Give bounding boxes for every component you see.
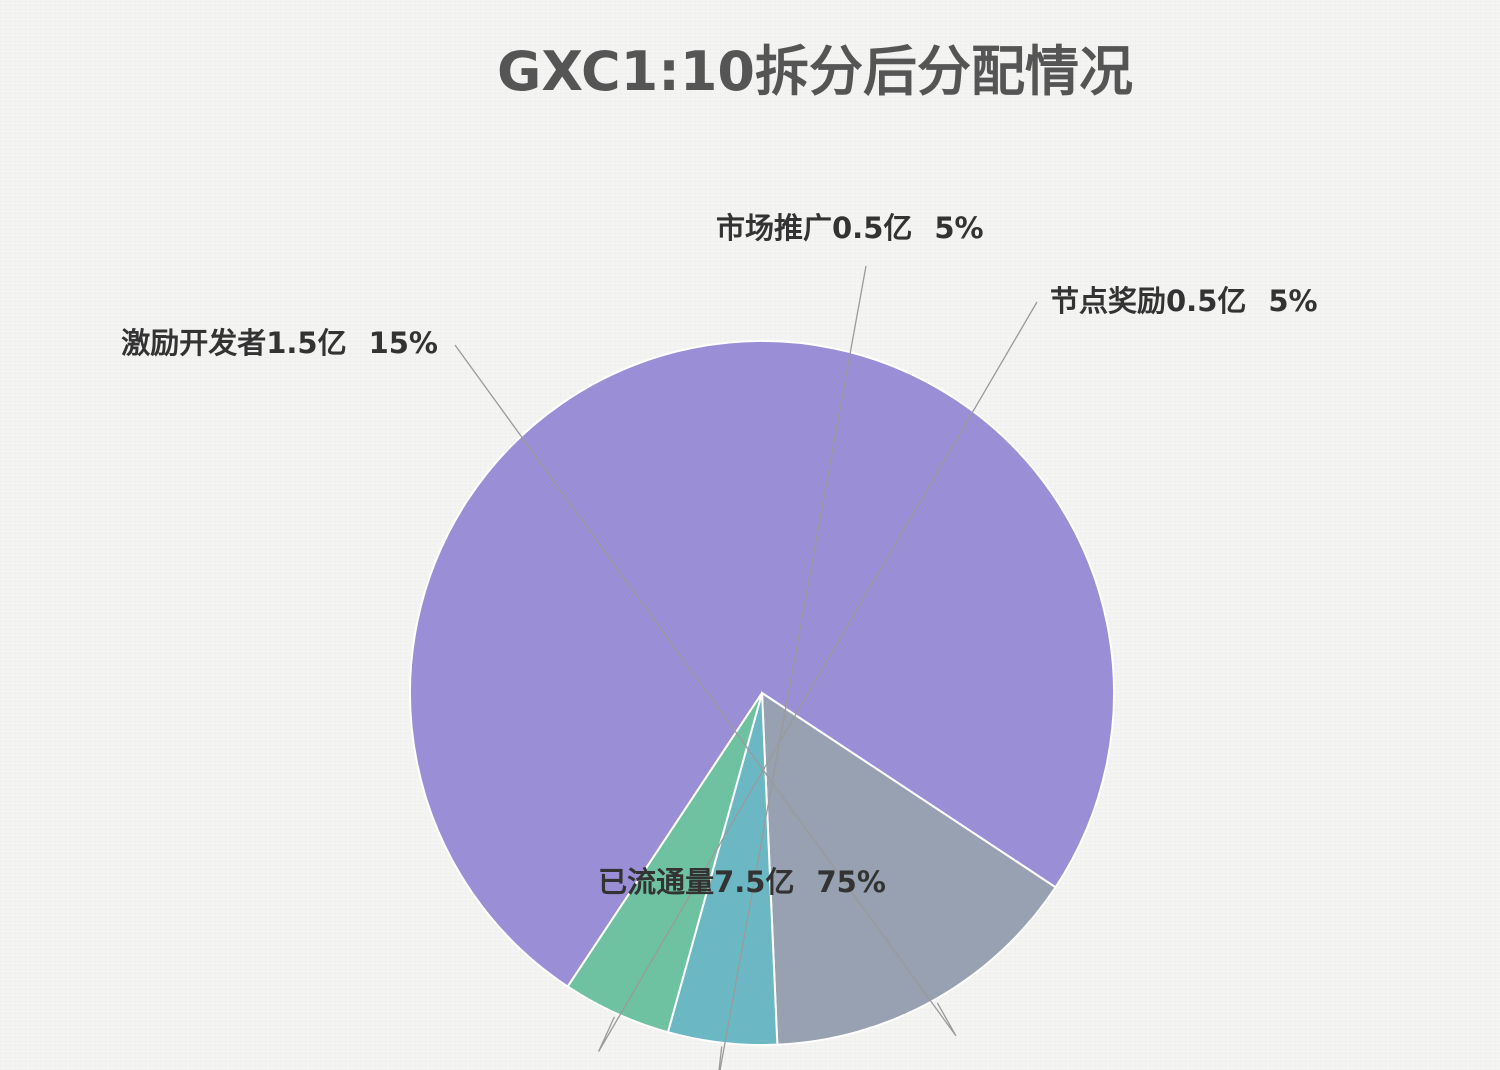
leader-line: [454, 344, 957, 1037]
slice-label-percent: 75%: [816, 865, 885, 899]
slice-label: 节点奖励0.5亿 5%: [1050, 284, 1318, 318]
pie-slice: [566, 692, 763, 1034]
slice-label-name: 市场推广0.5亿: [716, 211, 912, 245]
slice-label: 已流通量7.5亿 75%: [598, 865, 886, 899]
slice-labels: 已流通量7.5亿 75%激励开发者1.5亿 15%市场推广0.5亿 5%节点奖励0.5…: [121, 211, 1317, 899]
slice-label-name: 激励开发者1.5亿: [121, 326, 346, 360]
chart-title: GXC1:10拆分后分配情况: [497, 40, 1133, 103]
pie-slice: [409, 340, 1115, 988]
leader-line: [718, 265, 867, 1070]
pie-slice: [760, 691, 1057, 1046]
slice-label-percent: 15%: [369, 326, 438, 360]
slice-label: 市场推广0.5亿 5%: [716, 211, 984, 245]
pie-slices: [409, 340, 1115, 1046]
slice-label-percent: 5%: [934, 211, 983, 245]
slice-label-percent: 5%: [1268, 284, 1317, 318]
slice-label-name: 已流通量7.5亿: [598, 865, 794, 899]
slice-label-name: 节点奖励0.5亿: [1050, 284, 1246, 318]
leader-lines: [454, 265, 1038, 1070]
leader-line: [598, 301, 1038, 1052]
slice-label: 激励开发者1.5亿 15%: [121, 326, 438, 360]
